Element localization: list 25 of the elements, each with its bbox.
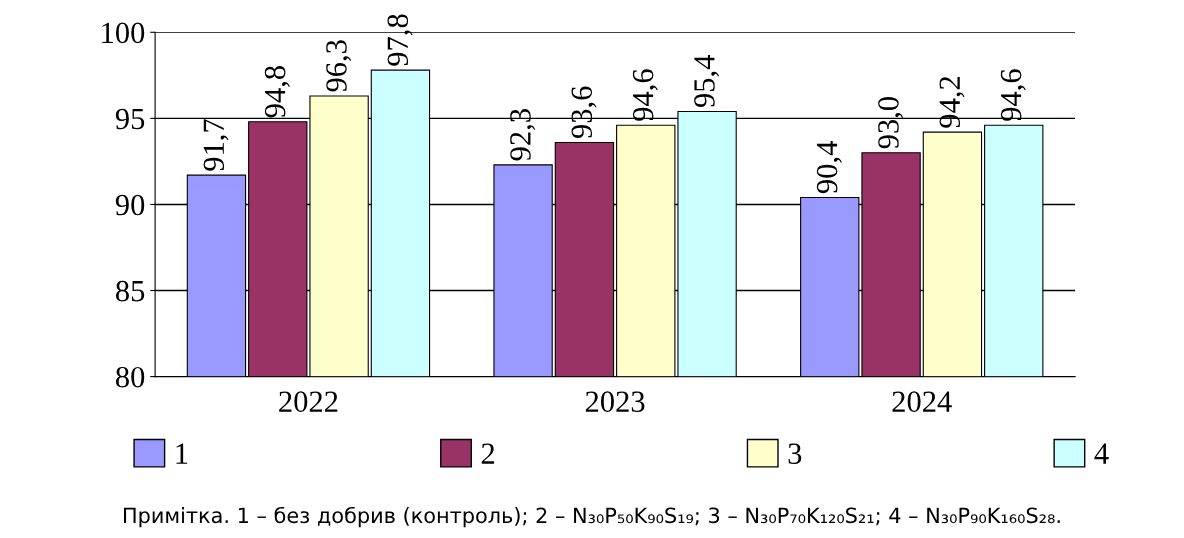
data-label: 91,7 bbox=[203, 119, 229, 171]
legend-label: 2 bbox=[481, 443, 495, 464]
data-label: 90,4 bbox=[816, 141, 842, 194]
y-tick-label: 90 bbox=[115, 194, 145, 216]
y-tick-label: 85 bbox=[115, 280, 145, 302]
y-tick-label: 100 bbox=[102, 22, 145, 44]
x-tick-label: 2022 bbox=[279, 391, 338, 412]
data-label: 94,6 bbox=[632, 69, 658, 121]
data-label: 93,6 bbox=[571, 86, 597, 139]
data-label: 94,8 bbox=[264, 66, 290, 118]
y-tick-label: 95 bbox=[115, 108, 145, 130]
data-label: 92,3 bbox=[510, 109, 536, 161]
text: Примітка. 1 – без добрив (контроль); 2 – N₃₀P₅₀K₉₀S₁₉; 3 – N₃₀P₇₀K₁₂₀S₂₁; 4 – N₃₀P₉₀K₁₆₀S₂₈. bbox=[124, 506, 1060, 528]
data-label: 94,2 bbox=[939, 76, 965, 128]
y-tick-label: 80 bbox=[115, 366, 145, 388]
x-tick-label: 2023 bbox=[585, 391, 645, 412]
data-label: 95,4 bbox=[694, 55, 720, 108]
legend-label: 3 bbox=[788, 443, 802, 464]
x-tick-label: 2024 bbox=[892, 391, 952, 412]
legend-label: 4 bbox=[1094, 443, 1109, 464]
data-label: 93,0 bbox=[878, 97, 904, 149]
data-label: 94,6 bbox=[1000, 69, 1026, 121]
data-label: 97,8 bbox=[387, 14, 413, 66]
data-label: 96,3 bbox=[326, 40, 352, 92]
legend-label: 1 bbox=[176, 443, 188, 464]
